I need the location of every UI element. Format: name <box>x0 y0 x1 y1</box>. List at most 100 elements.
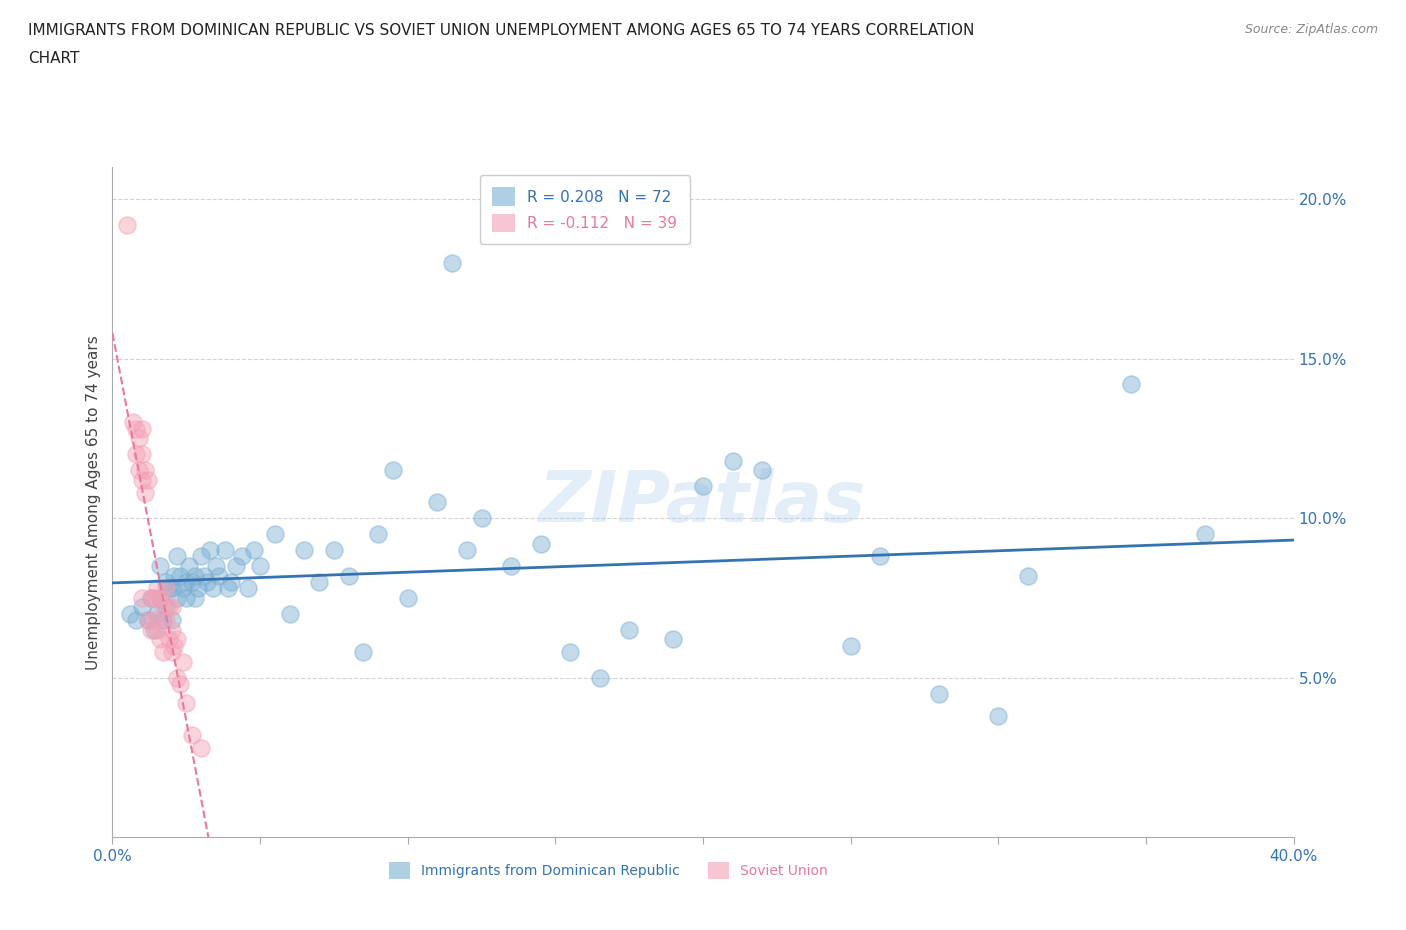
Point <box>323 542 346 557</box>
Text: Source: ZipAtlas.com: Source: ZipAtlas.com <box>1244 23 1378 36</box>
Point <box>131 472 153 487</box>
Point <box>456 542 478 557</box>
Point <box>181 727 204 742</box>
Point <box>128 431 150 445</box>
Point <box>352 644 374 659</box>
Point <box>1017 568 1039 583</box>
Text: CHART: CHART <box>28 51 80 66</box>
Point <box>839 638 862 653</box>
Point <box>190 740 212 755</box>
Point <box>125 613 148 628</box>
Point <box>149 631 172 646</box>
Point <box>1119 377 1142 392</box>
Point <box>163 638 186 653</box>
Point <box>619 622 641 637</box>
Point <box>662 631 685 646</box>
Point <box>139 591 162 605</box>
Point <box>146 622 169 637</box>
Point <box>155 613 177 628</box>
Point <box>470 511 494 525</box>
Point <box>179 559 201 574</box>
Point <box>149 559 172 574</box>
Point <box>441 256 464 271</box>
Point <box>231 549 253 564</box>
Point <box>142 591 165 605</box>
Point <box>152 613 174 628</box>
Point <box>125 447 148 462</box>
Point <box>169 676 191 691</box>
Point <box>278 606 301 621</box>
Point <box>181 575 204 590</box>
Point <box>157 631 180 646</box>
Point <box>928 686 950 701</box>
Legend: Immigrants from Dominican Republic, Soviet Union: Immigrants from Dominican Republic, Sovi… <box>378 851 839 890</box>
Point <box>139 591 162 605</box>
Point <box>149 591 172 605</box>
Point <box>205 559 228 574</box>
Point <box>396 591 419 605</box>
Point <box>134 463 156 478</box>
Point <box>558 644 582 659</box>
Point <box>157 600 180 615</box>
Text: ZIPatlas: ZIPatlas <box>540 468 866 537</box>
Point <box>238 581 260 596</box>
Point <box>198 542 221 557</box>
Point <box>136 613 159 628</box>
Point <box>184 568 207 583</box>
Point <box>166 671 188 685</box>
Point <box>155 575 177 590</box>
Point <box>142 613 165 628</box>
Point <box>142 622 165 637</box>
Point <box>155 581 177 596</box>
Point <box>160 600 183 615</box>
Point <box>243 542 266 557</box>
Point <box>157 581 180 596</box>
Point <box>987 709 1010 724</box>
Point <box>588 671 610 685</box>
Point <box>308 575 330 590</box>
Point <box>152 600 174 615</box>
Point <box>426 495 449 510</box>
Point <box>172 654 194 669</box>
Point <box>219 575 242 590</box>
Point <box>869 549 891 564</box>
Point <box>529 537 551 551</box>
Point <box>195 575 218 590</box>
Point <box>166 549 188 564</box>
Point <box>264 526 287 541</box>
Point <box>149 591 172 605</box>
Point <box>131 447 153 462</box>
Point <box>225 559 247 574</box>
Point <box>152 644 174 659</box>
Point <box>155 600 177 615</box>
Point <box>201 581 224 596</box>
Point <box>136 472 159 487</box>
Point <box>146 581 169 596</box>
Point <box>125 421 148 436</box>
Point <box>136 613 159 628</box>
Point <box>131 600 153 615</box>
Point <box>208 568 231 583</box>
Point <box>292 542 315 557</box>
Point <box>190 549 212 564</box>
Point <box>184 591 207 605</box>
Point <box>128 463 150 478</box>
Point <box>217 581 239 596</box>
Text: IMMIGRANTS FROM DOMINICAN REPUBLIC VS SOVIET UNION UNEMPLOYMENT AMONG AGES 65 TO: IMMIGRANTS FROM DOMINICAN REPUBLIC VS SO… <box>28 23 974 38</box>
Point <box>337 568 360 583</box>
Point <box>163 568 186 583</box>
Point <box>721 453 744 468</box>
Point <box>382 463 405 478</box>
Point <box>169 568 191 583</box>
Point <box>160 622 183 637</box>
Point <box>117 218 138 232</box>
Point <box>1194 526 1216 541</box>
Point <box>166 631 188 646</box>
Point <box>214 542 236 557</box>
Point <box>187 581 209 596</box>
Point <box>160 613 183 628</box>
Point <box>134 485 156 500</box>
Point <box>131 591 153 605</box>
Point <box>174 575 197 590</box>
Point <box>367 526 389 541</box>
